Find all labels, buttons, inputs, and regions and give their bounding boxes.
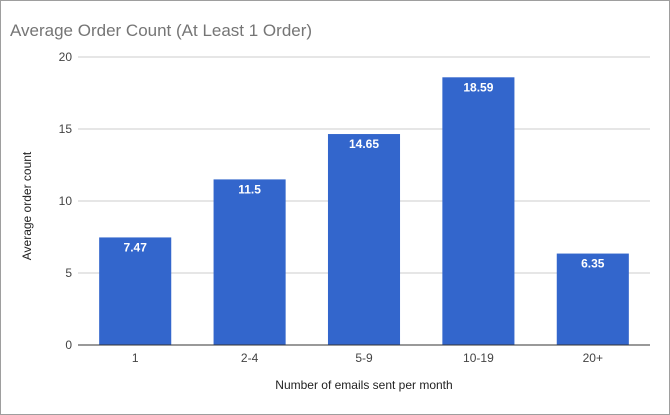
y-tick-label: 0 — [65, 338, 72, 352]
bar-20+ — [556, 253, 629, 345]
bar-1 — [99, 237, 172, 345]
bar-5-9 — [327, 134, 401, 345]
bar-10-19 — [442, 77, 515, 345]
bars — [99, 77, 629, 345]
x-tick-label: 5-9 — [355, 351, 373, 365]
y-tick-label: 10 — [59, 194, 73, 208]
y-tick-label: 15 — [59, 122, 73, 136]
chart-title: Average Order Count (At Least 1 Order) — [10, 21, 312, 40]
data-label: 14.65 — [349, 137, 379, 151]
data-label: 6.35 — [581, 257, 605, 271]
data-label: 11.5 — [238, 182, 261, 196]
y-axis-label: Average order count — [20, 151, 34, 260]
y-axis-ticks: 0 5 10 15 20 — [59, 50, 73, 352]
x-tick-label: 10-19 — [463, 351, 494, 365]
data-label: 7.47 — [124, 240, 148, 254]
bar-2-4 — [213, 179, 286, 345]
x-tick-label: 20+ — [583, 351, 603, 365]
data-label: 18.59 — [463, 80, 493, 94]
x-tick-label: 2-4 — [241, 351, 259, 365]
x-tick-label: 1 — [132, 351, 139, 365]
y-tick-label: 20 — [59, 50, 73, 64]
data-labels: 7.47 11.5 14.65 18.59 6.35 — [124, 80, 605, 270]
y-tick-label: 5 — [65, 266, 72, 280]
x-axis-ticks: 1 2-4 5-9 10-19 20+ — [132, 351, 603, 365]
x-axis-label: Number of emails sent per month — [275, 378, 452, 392]
